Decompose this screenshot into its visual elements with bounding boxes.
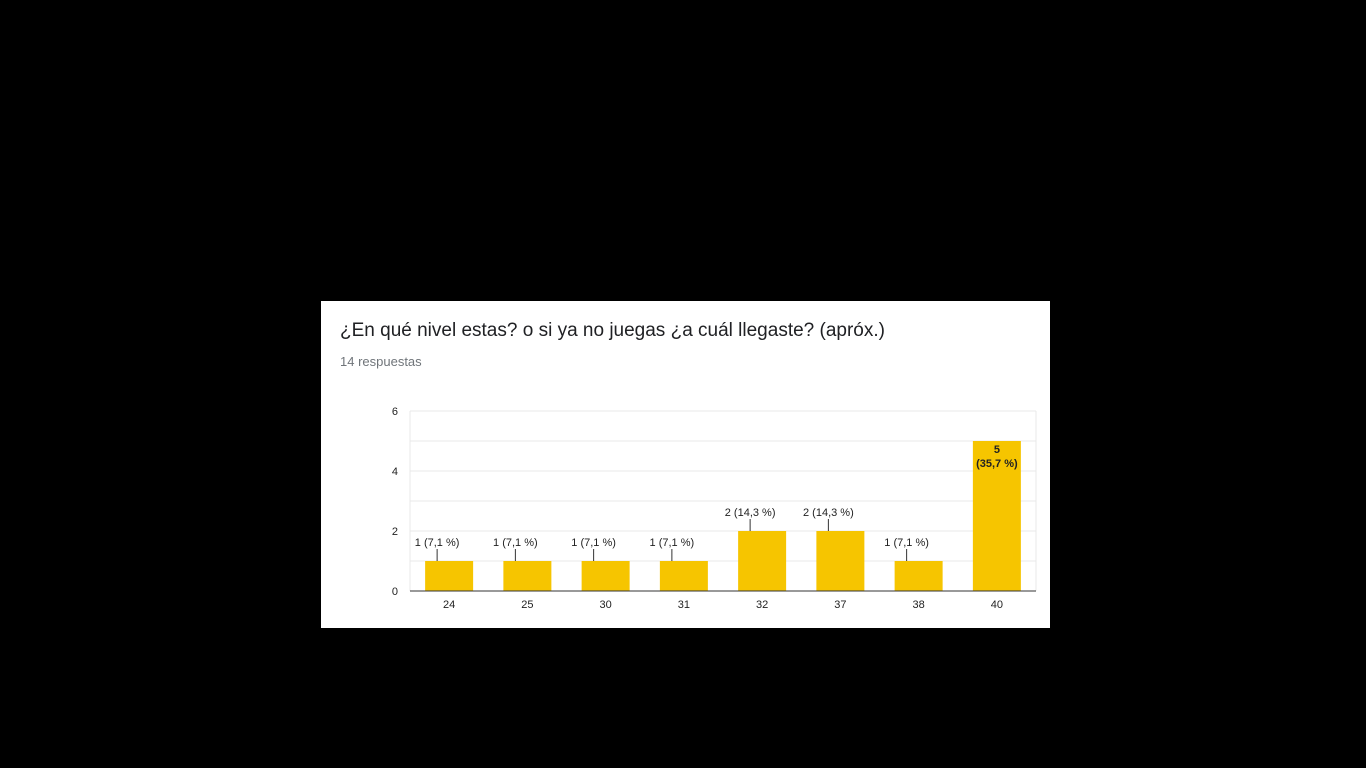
- y-tick-label: 0: [392, 586, 398, 598]
- x-tick-label: 38: [913, 599, 925, 611]
- bar: [503, 561, 552, 591]
- question-title: ¿En qué nivel estas? o si ya no juegas ¿…: [340, 320, 885, 341]
- data-label: 2 (14,3 %): [725, 507, 776, 519]
- bar: [425, 561, 474, 591]
- x-tick-label: 32: [756, 599, 768, 611]
- response-count: 14 respuestas: [340, 354, 422, 369]
- bar: [816, 531, 865, 591]
- bar: [894, 561, 943, 591]
- y-tick-label: 4: [392, 466, 398, 478]
- x-tick-label: 30: [600, 599, 612, 611]
- x-tick-label: 31: [678, 599, 690, 611]
- data-label: 1 (7,1 %): [415, 537, 460, 549]
- x-tick-label: 40: [991, 599, 1003, 611]
- y-tick-label: 2: [392, 526, 398, 538]
- bar: [581, 561, 630, 591]
- data-label: 1 (7,1 %): [650, 537, 695, 549]
- data-label: (35,7 %): [976, 458, 1018, 470]
- x-tick-label: 25: [521, 599, 533, 611]
- data-label: 5: [994, 444, 1000, 456]
- chart-card: ¿En qué nivel estas? o si ya no juegas ¿…: [321, 301, 1050, 628]
- x-tick-label: 24: [443, 599, 455, 611]
- x-tick-label: 37: [834, 599, 846, 611]
- bar: [972, 441, 1021, 591]
- data-label: 1 (7,1 %): [884, 537, 929, 549]
- y-tick-label: 6: [392, 406, 398, 418]
- data-label: 1 (7,1 %): [571, 537, 616, 549]
- bar: [738, 531, 787, 591]
- data-label: 2 (14,3 %): [803, 507, 854, 519]
- data-label: 1 (7,1 %): [493, 537, 538, 549]
- bar: [659, 561, 708, 591]
